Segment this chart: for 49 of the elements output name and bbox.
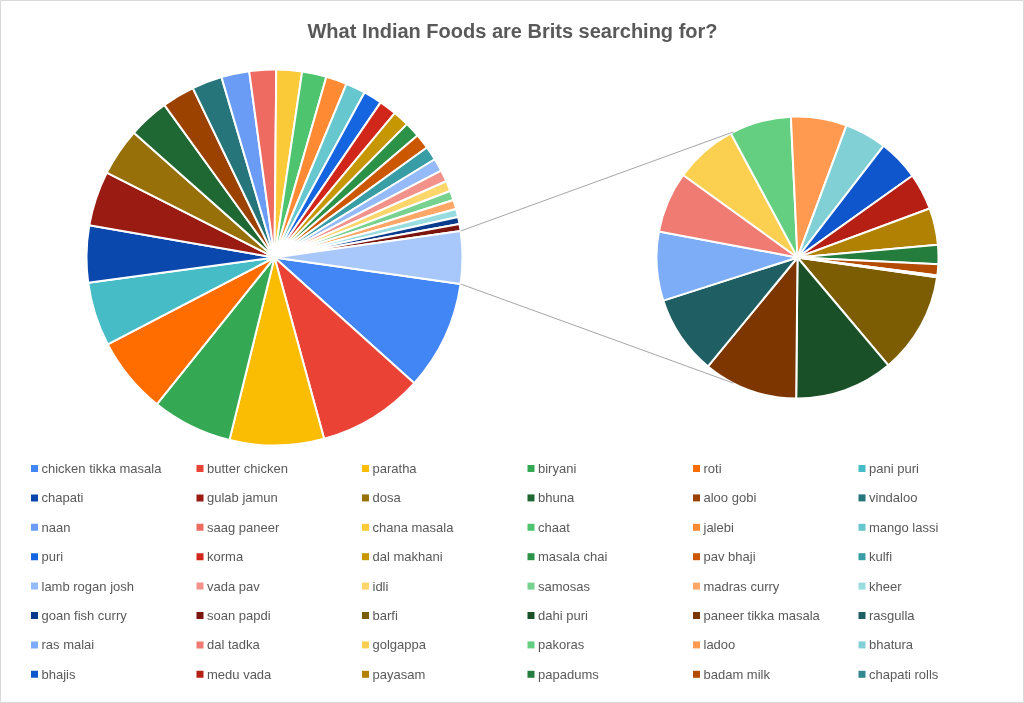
legend-label: dahi puri [538, 608, 588, 623]
legend-label: paratha [372, 461, 418, 476]
legend-label: aloo gobi [703, 490, 757, 506]
chart-title: What Indian Foods are Brits searching for? [307, 19, 718, 42]
legend-label: rasgulla [869, 608, 916, 623]
legend-label: golgappa [372, 637, 427, 653]
legend-label: chapati rolls [869, 666, 939, 682]
legend-label: barfi [372, 608, 398, 623]
legend-label: medu vada [207, 666, 273, 682]
legend-label: chana masala [372, 519, 455, 535]
legend-label: vindaloo [869, 490, 918, 506]
legend-label: goan fish curry [41, 608, 128, 623]
legend-label: ras malai [41, 637, 95, 653]
legend-label: pav bhaji [703, 549, 756, 565]
legend-label: chapati [41, 490, 84, 506]
legend-label: chicken tikka masala [41, 461, 163, 476]
legend-label: kheer [869, 578, 903, 594]
legend-label: saag paneer [207, 519, 280, 535]
legend-label: kulfi [869, 549, 893, 565]
legend-label: papadums [538, 666, 600, 682]
legend-label: samosas [538, 578, 591, 594]
legend-label: roti [703, 461, 722, 476]
legend-label: vada pav [207, 578, 261, 594]
legend-label: puri [41, 549, 64, 565]
legend-label: korma [207, 549, 244, 565]
legend-label: lamb rogan josh [41, 578, 134, 594]
legend-label: bhajis [41, 666, 76, 682]
legend-label: dosa [372, 490, 402, 506]
legend-label: gulab jamun [207, 490, 278, 506]
legend-label: masala chai [538, 549, 608, 565]
legend-label: payasam [372, 666, 426, 682]
legend-label: pani puri [869, 461, 919, 476]
legend-label: mango lassi [869, 519, 939, 535]
legend-label: paneer tikka masala [703, 608, 821, 623]
legend-label: idli [372, 578, 389, 594]
legend-label: dal makhani [372, 549, 443, 565]
legend-label: dal tadka [207, 637, 261, 653]
legend-label: pakoras [538, 637, 585, 653]
legend-label: jalebi [702, 519, 734, 535]
legend-label: badam milk [703, 666, 771, 682]
legend-label: soan papdi [207, 608, 271, 623]
legend-label: biryani [538, 461, 577, 476]
legend-label: madras curry [703, 578, 780, 594]
legend-label: chaat [538, 519, 571, 535]
legend-label: bhuna [538, 490, 575, 506]
legend-label: butter chicken [207, 461, 288, 476]
legend-label: ladoo [703, 637, 736, 653]
legend-label: naan [41, 519, 71, 535]
legend-label: bhatura [869, 637, 914, 653]
